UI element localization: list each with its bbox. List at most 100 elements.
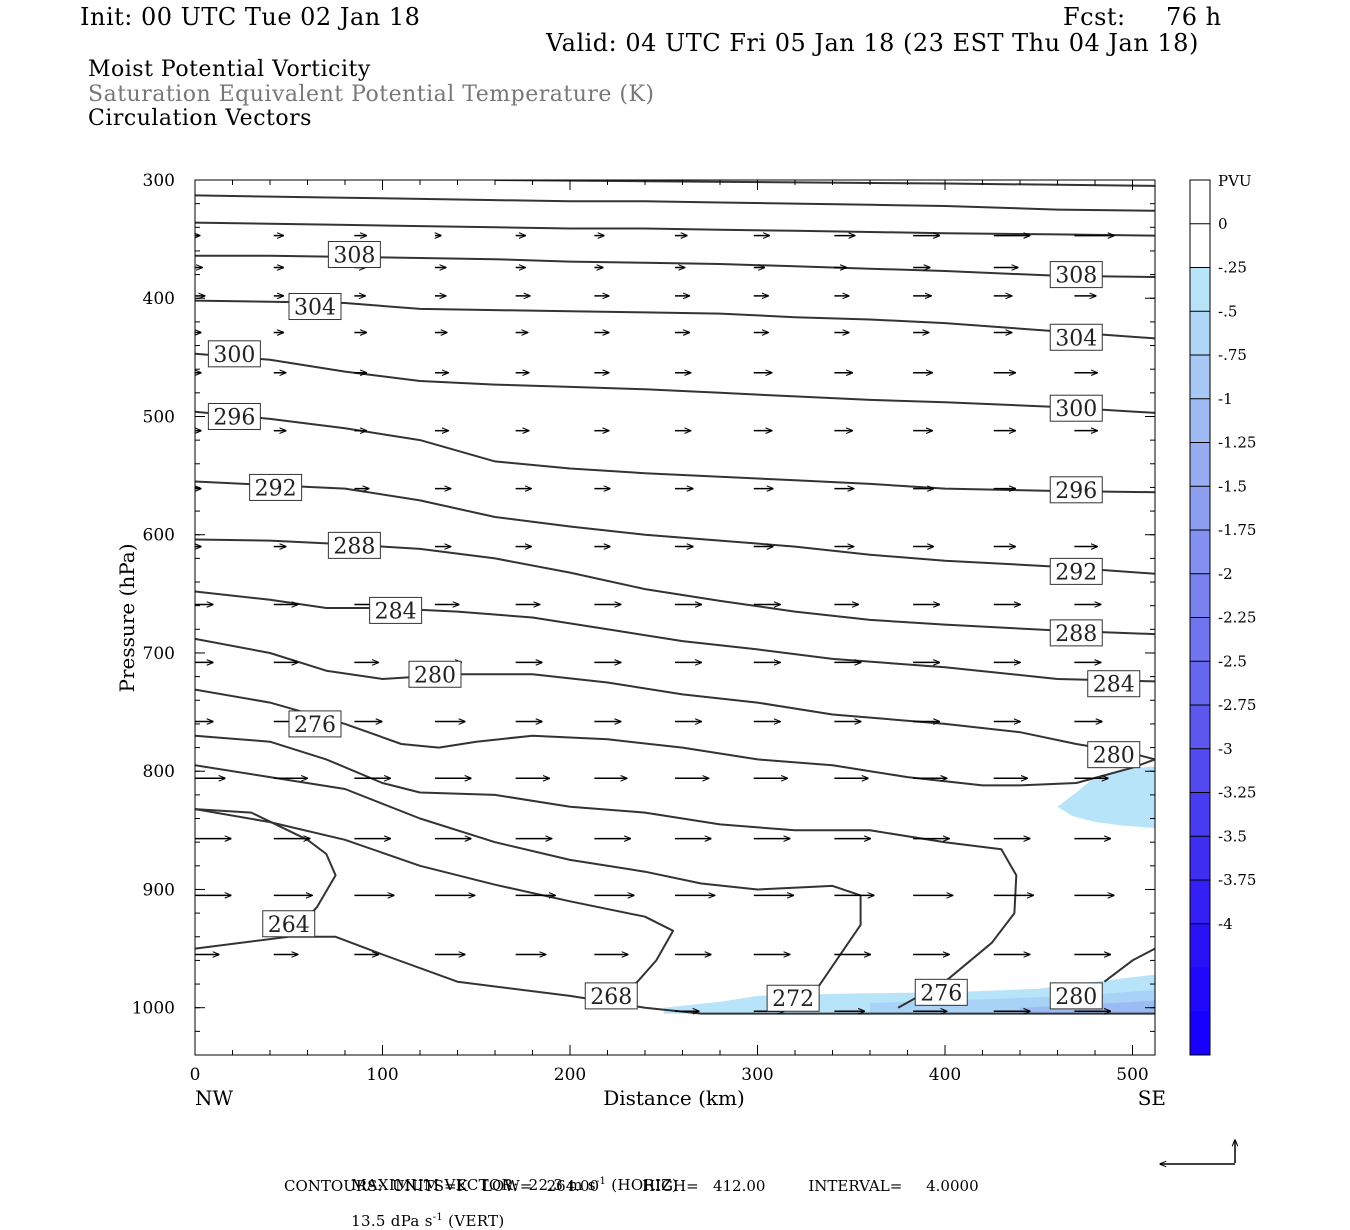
y-tick-300: 300 [143,171,175,191]
nw-end-label: NW [195,1086,234,1110]
contour-label-300: 300 [1055,397,1097,422]
axes: 0 100 200 300 400 500 300 400 500 600 700 800 900 100… [132,171,1155,1085]
y-tick-700: 700 [143,644,175,664]
colorbar-swatch-19 [1190,1011,1210,1056]
plot-frame [194,179,1156,1056]
colorbar-label-6: -1.5 [1218,477,1247,495]
forecast-label: Fcst: [1063,3,1126,31]
colorbar: 0 -.25 -.5 -.75 -1 -1.25 -1.5 -1.75 -2 -2.25 -2.5 -… [1189,179,1256,1056]
colorbar-swatch-9 [1190,573,1210,618]
contour-label-304: 304 [294,296,336,321]
contour-label-288: 288 [1055,622,1097,647]
field-mpv: Moist Potential Vorticity [88,57,371,82]
colorbar-label-0: 0 [1218,215,1228,233]
x-tick-300: 300 [741,1065,773,1085]
colorbar-label-15: -3.75 [1218,871,1256,889]
colorbar-swatch-2 [1190,267,1210,312]
colorbar-label-13: -3.25 [1218,784,1256,802]
contour-308-14 [195,299,1155,340]
contour-label-box-2 [288,293,342,321]
reference-vector-icon [1160,1140,1235,1164]
x-axis-label: Distance (km) [603,1086,745,1110]
y-tick-500: 500 [143,407,175,427]
contour-label-box-21 [1049,982,1103,1010]
contour-label-box-1 [1049,261,1103,289]
contour-296-11 [195,480,1155,575]
max-vector-vert: 13.5 dPa s [351,1212,433,1230]
contour-label-box-13 [1087,670,1141,698]
colorbar-swatch-14 [1190,792,1210,837]
contour-label-box-9 [1049,557,1103,585]
contour-label-box-18 [584,982,638,1010]
contour-272-3 [195,764,862,1009]
contour-280-7 [1103,947,1155,983]
contour-label-304: 304 [1055,326,1097,351]
contour-label-box-17 [262,910,316,938]
contour-label-box-3 [1049,323,1103,351]
colorbar-swatch-4 [1190,355,1210,400]
colorbar-label-1: -.25 [1218,259,1247,277]
contour-280-5 [195,688,1020,787]
colorbar-label-9: -2.25 [1218,609,1256,627]
contour-label-300: 300 [213,343,255,368]
contour-300-12 [195,410,1155,494]
colorbar-swatch-18 [1190,967,1210,1012]
y-tick-900: 900 [143,880,175,900]
colorbar-swatch-8 [1190,530,1210,575]
colorbar-swatch-7 [1190,486,1210,531]
init-time: Init: 00 UTC Tue 02 Jan 18 [80,3,421,31]
colorbar-swatch-6 [1190,442,1210,487]
x-tick-400: 400 [929,1065,961,1085]
pv-shade-3 [1057,766,1155,828]
contour-268-1 [195,808,337,938]
colorbar-swatch-11 [1190,661,1210,706]
contour-labels: 308 308 304 304 300 300 296 296 292 292 288 288 284 2… [207,240,1141,1012]
contour-288-9 [195,590,1155,683]
y-tick-600: 600 [143,526,175,546]
y-tick-400: 400 [143,289,175,309]
contour-label-box-15 [1087,741,1141,769]
contour-label-308: 308 [333,243,375,268]
contour-316-16 [195,221,1155,237]
contour-label-268: 268 [590,985,632,1010]
colorbar-swatch-0 [1190,180,1210,225]
colorbar-swatch-12 [1190,705,1210,750]
contour-label-292: 292 [1055,560,1097,585]
colorbar-label-16: -4 [1218,915,1233,933]
contour-label-284: 284 [375,599,417,624]
contour-276-4 [195,734,1018,1009]
contour-label-box-8 [249,473,303,501]
colorbar-swatch-13 [1190,748,1210,793]
contour-label-284: 284 [1093,673,1135,698]
forecast-hour: 76 h [1166,3,1222,31]
contour-320-17 [195,194,1155,212]
colorbar-label-2: -.5 [1218,302,1237,320]
contour-label-box-16 [288,710,342,738]
contour-label-box-11 [1049,619,1103,647]
field-vectors: Circulation Vectors [88,106,312,131]
contour-324-18 [494,180,1155,187]
colorbar-label-3: -.75 [1218,346,1247,364]
colorbar-label-4: -1 [1218,390,1233,408]
colorbar-unit: PVU [1218,172,1252,190]
x-tick-200: 200 [554,1065,586,1085]
contour-label-264: 264 [268,913,310,938]
contour-284-8 [195,637,1155,761]
contour-label-276: 276 [920,981,962,1006]
contour-label-box-4 [207,340,261,368]
colorbar-swatch-17 [1190,923,1210,968]
colorbar-label-5: -1.25 [1218,434,1256,452]
colorbar-label-14: -3.5 [1218,827,1247,845]
colorbar-swatch-10 [1190,617,1210,662]
colorbar-label-12: -3 [1218,740,1233,758]
colorbar-label-8: -2 [1218,565,1233,583]
max-vector-horiz-tag: (HORIZ) [606,1176,679,1194]
contour-label-box-5 [1049,394,1103,422]
max-vector-horiz-exp: -1 [595,1176,607,1187]
colorbar-swatch-3 [1190,311,1210,356]
contour-label-box-19 [766,984,820,1012]
x-tick-500: 500 [1116,1065,1148,1085]
field-thetae: Saturation Equivalent Potential Temperat… [88,82,655,107]
contour-label-292: 292 [255,476,297,501]
contour-label-296: 296 [1055,479,1097,504]
